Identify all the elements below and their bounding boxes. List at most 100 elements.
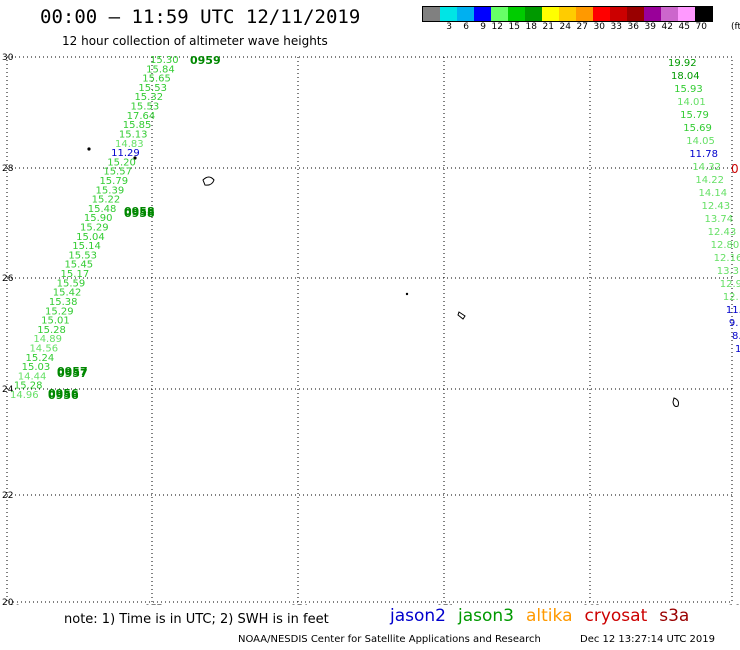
wave-height-label: 15.59	[57, 278, 86, 289]
mission-altika: altika	[526, 606, 573, 626]
legend-swatch	[542, 7, 559, 21]
wave-height-label: 14.56	[29, 343, 58, 354]
legend-label: 70	[695, 22, 707, 32]
pass-time-label: 0	[731, 162, 739, 176]
color-scale-legend	[422, 6, 713, 22]
wave-height-label: 15.85	[123, 120, 152, 131]
latitude-label: 24	[2, 385, 14, 395]
wave-height-label: 18.04	[671, 71, 700, 82]
wave-height-label: 13.3	[717, 266, 739, 277]
wave-height-label: 13.74	[705, 214, 734, 225]
latitude-label: 30	[2, 53, 14, 63]
wave-height-label: 8.	[732, 331, 740, 342]
longitude-label: -177	[142, 604, 162, 605]
wave-height-label: 15.79	[99, 176, 128, 187]
altimeter-map: -180 -177 -174 -171 -168 -16 30 28 26 24 22 20 15.3…	[0, 53, 740, 605]
mission-cryosat: cryosat	[584, 606, 648, 626]
wave-height-label: 15.48	[88, 204, 117, 215]
legend-swatch	[508, 7, 525, 21]
axis-labels: -180 -177 -174 -171 -168 -16 30 28 26 24 22 20	[0, 53, 740, 605]
pass-time-label: 0958	[124, 205, 155, 218]
wave-height-label: 12.16	[714, 253, 740, 264]
wave-height-label: 15.65	[142, 74, 171, 85]
legend-label: 3	[446, 22, 452, 32]
legend-swatch	[423, 7, 440, 21]
island-outlines	[87, 147, 679, 407]
wave-height-label: 15.69	[683, 123, 712, 134]
wave-height-label: 15.39	[96, 185, 125, 196]
wave-height-label: 1.	[735, 344, 740, 355]
wave-height-label: 12.43	[708, 227, 737, 238]
pass-time-label: 0957	[57, 365, 88, 378]
wave-height-label: 17.64	[127, 111, 156, 122]
pass-time-label: 0958	[124, 207, 155, 220]
legend-label: 36	[627, 22, 639, 32]
longitude-label: -171	[434, 604, 454, 605]
wave-height-label: 14.83	[115, 139, 144, 150]
generated-timestamp: Dec 12 13:27:14 UTC 2019	[580, 634, 715, 645]
wave-height-label: 14.44	[18, 371, 47, 382]
latitude-label: 28	[2, 164, 14, 174]
wave-height-label: 14.01	[677, 97, 706, 108]
pass-time-label: 0956	[48, 387, 79, 400]
legend-swatch	[661, 7, 678, 21]
wave-height-label: 15.01	[41, 316, 70, 327]
wave-height-label: 15.29	[45, 306, 74, 317]
legend-label: 24	[559, 22, 571, 32]
legend-swatch	[644, 7, 661, 21]
wave-height-label: 15.20	[107, 157, 136, 168]
island-dot	[133, 156, 137, 160]
pass-time-label: 0959	[190, 54, 221, 67]
legend-label: 42	[661, 22, 673, 32]
legend-label: 39	[644, 22, 656, 32]
wave-height-label: 15.79	[680, 110, 709, 121]
wave-height-label: 15.53	[68, 250, 97, 261]
island-outline	[672, 397, 679, 407]
wave-height-label: 15.45	[64, 260, 93, 271]
wave-height-label: 15.90	[84, 213, 113, 224]
wave-height-label: 9.	[729, 318, 739, 329]
wave-height-label: 15.13	[119, 129, 148, 140]
wave-height-label: 15.93	[674, 84, 703, 95]
legend-swatch	[559, 7, 576, 21]
wave-height-label: 15.28	[14, 381, 43, 392]
legend-swatch	[695, 7, 712, 21]
legend-swatch	[474, 7, 491, 21]
wave-height-label: 11.78	[689, 149, 718, 160]
wave-height-label: 19.92	[668, 58, 697, 69]
wave-height-label: 14.89	[33, 334, 62, 345]
legend-swatch	[610, 7, 627, 21]
legend-label: 45	[678, 22, 690, 32]
legend-label: 18	[525, 22, 537, 32]
wave-height-label: 12.	[723, 292, 739, 303]
left-satellite-track: 15.3015.8415.6515.5315.3215.5317.6415.85…	[10, 55, 179, 401]
legend-swatch	[440, 7, 457, 21]
wave-height-label: 15.17	[61, 269, 90, 280]
legend-label: 21	[542, 22, 554, 32]
legend-swatch	[593, 7, 610, 21]
legend-label: 9	[480, 22, 486, 32]
latitude-label: 26	[2, 274, 14, 284]
wave-height-label: 15.04	[76, 232, 105, 243]
footer-note: note: 1) Time is in UTC; 2) SWH is in fe…	[64, 612, 329, 627]
legend-label: 33	[610, 22, 622, 32]
mission-legend: jason2 jason3 altika cryosat s3a	[390, 606, 701, 626]
latitude-label: 22	[2, 491, 13, 501]
map-subtitle: 12 hour collection of altimeter wave hei…	[62, 34, 328, 48]
right-satellite-track: 19.92 18.04 15.93 14.01 15.79 15.69 14.05 11.78…	[668, 58, 740, 355]
mission-jason2: jason2	[390, 606, 446, 626]
longitude-label: -180	[0, 604, 21, 605]
wave-height-label: 14.32	[692, 162, 721, 173]
wave-height-label: 15.30	[150, 55, 179, 66]
island-outline	[457, 311, 466, 320]
wave-height-label: 15.38	[49, 297, 78, 308]
wave-height-label: 15.28	[37, 325, 66, 336]
wave-height-label: 11.	[726, 305, 740, 316]
legend-swatch	[491, 7, 508, 21]
wave-height-label: 12.80	[711, 240, 740, 251]
mission-jason3: jason3	[458, 606, 514, 626]
wave-height-label: 12.9	[720, 279, 740, 290]
wave-height-label: 15.29	[80, 223, 109, 234]
pass-time-label: 0956	[48, 389, 79, 402]
